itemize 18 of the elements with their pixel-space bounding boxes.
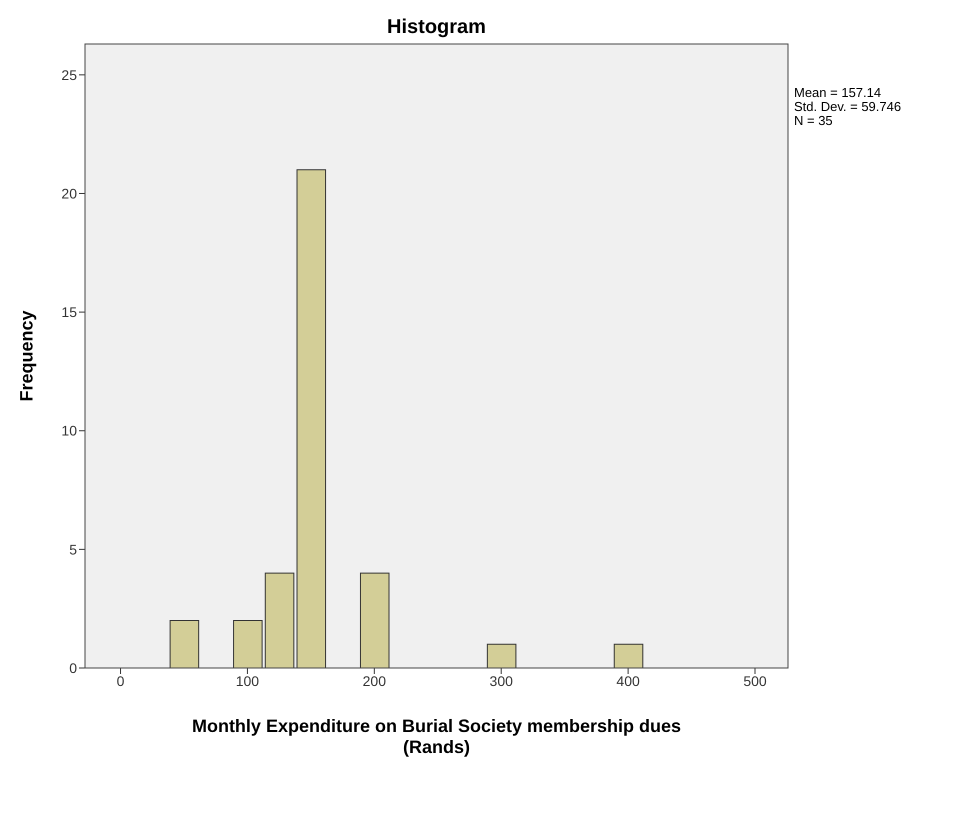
x-tick-label: 400 bbox=[616, 672, 640, 689]
y-tick-label: 25 bbox=[61, 66, 78, 83]
y-tick-label: 20 bbox=[61, 185, 78, 202]
y-tick-label: 10 bbox=[61, 422, 78, 439]
text: N = 35 bbox=[794, 113, 834, 128]
x-tick-label: 300 bbox=[490, 672, 514, 689]
x-axis-title: Monthly Expenditure on Burial Society membership dues (Rands) bbox=[190, 716, 682, 758]
y-tick-label: 5 bbox=[69, 541, 78, 558]
chart-title: Histogram bbox=[386, 16, 487, 39]
text: Std. Dev. = 59.746 bbox=[794, 99, 902, 114]
y-axis-title: Frequency bbox=[16, 310, 36, 402]
y-tick-label: 0 bbox=[69, 660, 78, 676]
x-tick-label: 200 bbox=[362, 672, 386, 689]
text: Mean = 157.14 bbox=[794, 85, 882, 100]
x-tick-label: 100 bbox=[236, 672, 260, 689]
y-tick-label: 15 bbox=[61, 304, 78, 320]
x-tick-label: 500 bbox=[743, 672, 767, 689]
x-tick-label: 0 bbox=[116, 672, 125, 689]
